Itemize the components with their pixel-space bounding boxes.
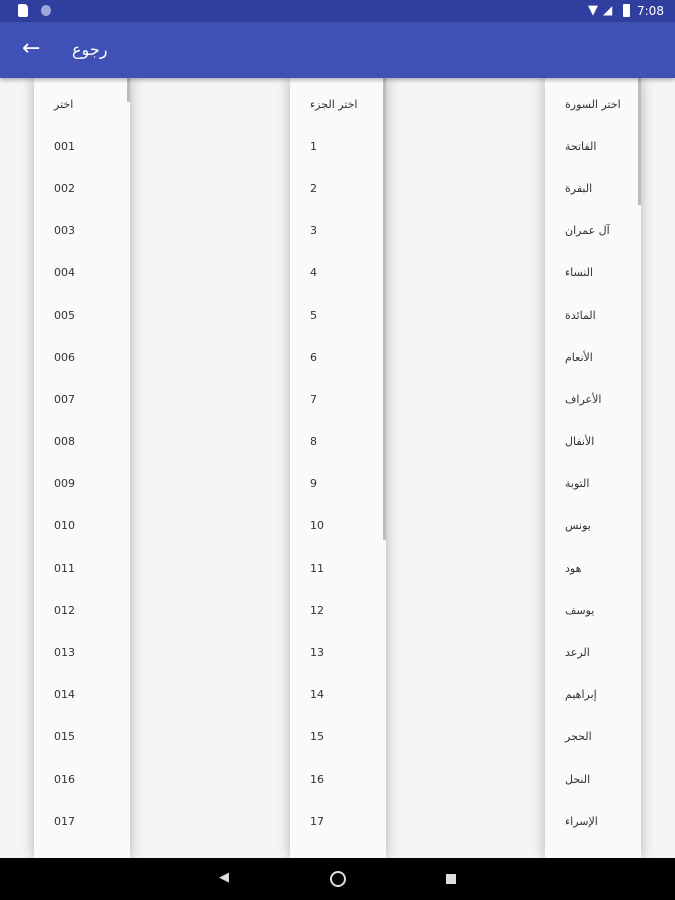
- signal-icon: ◢: [603, 3, 613, 17]
- list-item[interactable]: 005: [54, 308, 75, 322]
- juz-dropdown-list[interactable]: اختر الجزء 1 2 3 4 5 6 7 8 9 10 11 12 13 14 15 16 17: [290, 78, 386, 858]
- wifi-icon: ▼: [588, 3, 598, 18]
- notification-dot-icon: [41, 5, 51, 16]
- list-item[interactable]: 011: [54, 561, 75, 575]
- list-item[interactable]: النحل: [565, 772, 591, 786]
- list-item[interactable]: 3: [310, 224, 317, 238]
- list-item[interactable]: 006: [54, 350, 75, 364]
- list-item[interactable]: اختر الجزء: [310, 97, 358, 111]
- list-item[interactable]: الإسراء: [565, 814, 598, 828]
- list-item[interactable]: 008: [54, 435, 75, 449]
- list-item[interactable]: يونس: [565, 519, 591, 533]
- list-item[interactable]: 5: [310, 308, 317, 322]
- list-item[interactable]: 13: [310, 646, 324, 660]
- list-item[interactable]: 003: [54, 224, 75, 238]
- scrollbar[interactable]: [127, 78, 130, 102]
- list-item[interactable]: 12: [310, 603, 324, 617]
- clock: 7:08: [637, 4, 664, 18]
- list-item[interactable]: 14: [310, 688, 324, 702]
- ayah-dropdown-list[interactable]: اختر 001 002 003 004 005 006 007 008 009 010 011 012…: [34, 78, 130, 858]
- list-item[interactable]: 015: [54, 730, 75, 744]
- list-item[interactable]: آل عمران: [565, 224, 610, 238]
- status-bar: ▼ ◢ 7:08: [0, 0, 675, 22]
- list-item[interactable]: 014: [54, 688, 75, 702]
- list-item[interactable]: المائدة: [565, 308, 596, 322]
- list-item[interactable]: الفاتحة: [565, 139, 597, 153]
- recents-nav-icon[interactable]: [446, 874, 456, 884]
- list-item[interactable]: 013: [54, 646, 75, 660]
- home-nav-icon[interactable]: [330, 871, 346, 887]
- back-arrow-icon[interactable]: ←: [22, 36, 41, 61]
- list-item[interactable]: 002: [54, 181, 75, 195]
- list-item[interactable]: 9: [310, 477, 317, 491]
- list-item[interactable]: 16: [310, 772, 324, 786]
- list-item[interactable]: يوسف: [565, 603, 595, 617]
- list-item[interactable]: 6: [310, 350, 317, 364]
- back-nav-icon[interactable]: ◀: [219, 870, 229, 885]
- list-item[interactable]: الأنعام: [565, 350, 593, 364]
- list-item[interactable]: اختر السورة: [565, 97, 621, 111]
- back-label[interactable]: رجوع: [72, 40, 108, 59]
- list-item[interactable]: إبراهيم: [565, 688, 597, 702]
- list-item[interactable]: الرعد: [565, 646, 590, 660]
- list-item[interactable]: التوبة: [565, 477, 590, 491]
- list-item[interactable]: البقرة: [565, 181, 593, 195]
- list-item[interactable]: 17: [310, 814, 324, 828]
- surah-dropdown-list[interactable]: اختر السورة الفاتحة البقرة آل عمران النساء ال…: [545, 78, 641, 858]
- list-item[interactable]: 15: [310, 730, 324, 744]
- list-item[interactable]: 001: [54, 139, 75, 153]
- list-item[interactable]: 017: [54, 814, 75, 828]
- list-item[interactable]: هود: [565, 561, 582, 575]
- list-item[interactable]: 10: [310, 519, 324, 533]
- list-item[interactable]: 010: [54, 519, 75, 533]
- list-item[interactable]: 004: [54, 266, 75, 280]
- list-item[interactable]: 009: [54, 477, 75, 491]
- list-item[interactable]: 7: [310, 392, 317, 406]
- app-bar: ← رجوع: [0, 22, 675, 78]
- list-item[interactable]: 1: [310, 139, 317, 153]
- list-item[interactable]: 2: [310, 181, 317, 195]
- list-item[interactable]: الأنفال: [565, 435, 595, 449]
- list-item[interactable]: 012: [54, 603, 75, 617]
- list-item[interactable]: 8: [310, 435, 317, 449]
- list-item[interactable]: الحجر: [565, 730, 592, 744]
- list-item[interactable]: النساء: [565, 266, 594, 280]
- list-item[interactable]: الأعراف: [565, 392, 602, 406]
- list-item[interactable]: 016: [54, 772, 75, 786]
- list-item[interactable]: 11: [310, 561, 324, 575]
- list-item[interactable]: 4: [310, 266, 317, 280]
- sd-card-icon: [18, 4, 28, 17]
- scrollbar[interactable]: [638, 78, 641, 205]
- list-item[interactable]: اختر: [54, 97, 74, 111]
- list-item[interactable]: 007: [54, 392, 75, 406]
- battery-icon: [623, 4, 630, 17]
- navigation-bar: ◀: [0, 858, 675, 900]
- scrollbar[interactable]: [383, 78, 386, 540]
